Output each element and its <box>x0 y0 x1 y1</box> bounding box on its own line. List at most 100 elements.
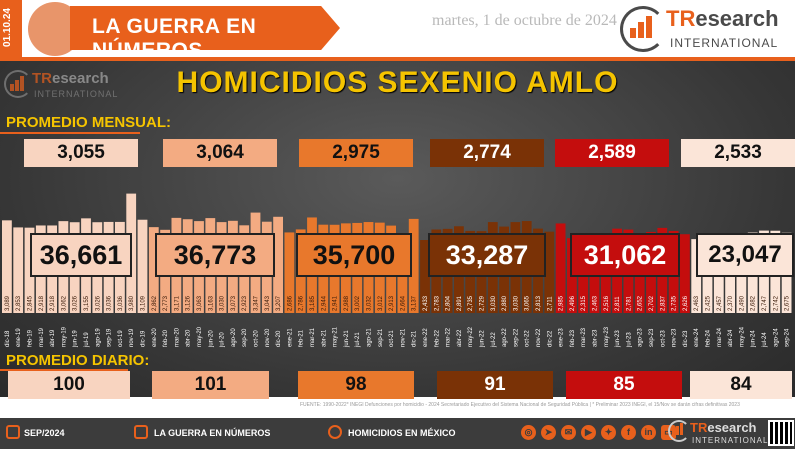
category-label-jun-21: jun-21 <box>344 330 350 348</box>
bar-value-may-24: 2,490 <box>739 295 745 311</box>
bar-value-jun-21: 2,988 <box>344 295 350 311</box>
category-label-oct-21: oct-21 <box>389 330 395 347</box>
category-label-may-20: may-20 <box>197 326 203 347</box>
bar-value-may-20: 3,063 <box>197 295 203 311</box>
bar-value-mar-23: 2,315 <box>581 295 587 311</box>
chat-icon <box>328 425 342 439</box>
bar-value-sep-24: 2,675 <box>785 295 791 311</box>
bar-value-ene-24: 2,463 <box>694 295 700 311</box>
bar-value-mar-22: 2,804 <box>446 295 452 311</box>
twitter-icon[interactable]: ✦ <box>601 425 616 440</box>
footer-topic: HOMICIDIOS EN MÉXICO <box>348 428 456 438</box>
bar-dic-18 <box>2 220 12 313</box>
category-label-jun-24: jun-24 <box>751 330 757 348</box>
map-icon <box>134 425 148 439</box>
logo-tr: TR <box>666 6 696 31</box>
source-note: FUENTE: 1990-2022* INEGI Defunciones por… <box>300 402 740 408</box>
mail-icon[interactable]: ✉ <box>561 425 576 440</box>
bar-value-ene-20: 2,862 <box>152 295 158 311</box>
category-label-jul-21: jul-21 <box>355 332 361 348</box>
monthly-homicides-chart: 3,089 dic-18 2,853 ene-19 2,845 feb-19 2,918 ma… <box>2 193 792 348</box>
bar-value-feb-24: 2,425 <box>706 295 712 311</box>
category-label-may-19: may-19 <box>61 326 67 347</box>
footer-logo: TResearch INTERNATIONAL <box>668 420 767 448</box>
category-label-feb-22: feb-22 <box>434 329 440 347</box>
header: 01.10.24 LA GUERRA EN NÚMEROS martes, 1 … <box>0 0 795 60</box>
daily-avg-2021: 98 <box>298 371 414 399</box>
bar-value-abr-21: 2,944 <box>321 295 327 311</box>
category-label-ene-24: ene-24 <box>694 328 700 347</box>
tresearch-logo: TResearch INTERNATIONAL <box>620 6 790 56</box>
category-label-abr-21: abr-21 <box>321 329 327 347</box>
daily-avg-2023: 85 <box>566 371 682 399</box>
bar-value-nov-19: 3,980 <box>129 295 135 311</box>
bar-value-ene-23: 2,985 <box>559 295 565 311</box>
footer-logo-research: esearch <box>707 420 757 435</box>
bar-value-ene-22: 2,433 <box>423 295 429 311</box>
category-label-feb-19: feb-19 <box>28 329 34 347</box>
youtube-icon[interactable]: ▶ <box>581 425 596 440</box>
bar-value-ago-24: 2,742 <box>773 295 779 311</box>
bar-value-nov-20: 3,043 <box>265 295 271 311</box>
category-label-abr-20: abr-20 <box>186 329 192 347</box>
bar-value-dic-22: 2,711 <box>547 296 553 311</box>
bar-value-jul-19: 3,155 <box>84 295 90 311</box>
qr-code[interactable] <box>768 420 794 446</box>
bar-value-feb-23: 2,496 <box>570 295 576 311</box>
category-label-nov-19: nov-19 <box>129 328 135 347</box>
globe-icon[interactable]: ◎ <box>521 425 536 440</box>
category-label-sep-23: sep-23 <box>649 328 655 347</box>
monthly-avg-2022: 2,774 <box>430 139 544 167</box>
bar-value-ene-19: 2,853 <box>16 295 22 311</box>
bar-value-jul-22: 3,030 <box>491 295 497 311</box>
bar-value-dic-21: 3,137 <box>412 295 418 311</box>
category-label-dic-23: dic-23 <box>683 330 689 347</box>
linkedin-icon[interactable]: in <box>641 425 656 440</box>
bar-ene-22 <box>420 240 430 313</box>
annual-total-2019: 36,661 <box>30 233 132 277</box>
bar-value-feb-22: 2,783 <box>434 295 440 311</box>
bar-feb-19 <box>24 227 35 313</box>
bar-value-jun-19: 3,026 <box>73 295 79 311</box>
bar-value-feb-20: 2,773 <box>163 295 169 311</box>
category-label-sep-19: sep-19 <box>107 328 113 347</box>
category-label-dic-21: dic-21 <box>412 330 418 347</box>
bar-value-abr-20: 3,126 <box>186 295 192 311</box>
bar-value-oct-20: 3,347 <box>254 295 260 311</box>
bar-value-jun-20: 3,163 <box>208 295 214 311</box>
bar-value-dic-18: 3,089 <box>5 295 11 311</box>
category-label-abr-23: abr-23 <box>593 329 599 347</box>
category-label-dic-22: dic-22 <box>547 330 553 347</box>
bar-value-feb-21: 2,786 <box>299 295 305 311</box>
bar-value-abr-19: 2,918 <box>50 295 56 311</box>
bar-value-mar-19: 2,918 <box>39 295 45 311</box>
bar-value-sep-21: 3,012 <box>378 295 384 311</box>
annual-total-2022: 33,287 <box>428 233 546 277</box>
daily-avg-2022: 91 <box>437 371 553 399</box>
telegram-icon[interactable]: ➤ <box>541 425 556 440</box>
side-date: 01.10.24 <box>1 8 13 47</box>
bar-value-sep-23: 2,702 <box>649 295 655 311</box>
category-label-mar-20: mar-20 <box>174 327 180 347</box>
bar-value-nov-21: 2,664 <box>400 295 406 311</box>
bar-value-nov-23: 2,735 <box>672 295 678 311</box>
bar-ene-20 <box>148 227 159 313</box>
category-label-ago-24: ago-24 <box>773 328 779 347</box>
annual-total-2023: 31,062 <box>570 233 680 277</box>
bar-value-oct-23: 2,837 <box>660 295 666 311</box>
header-title-band: LA GUERRA EN NÚMEROS <box>70 6 340 50</box>
category-label-sep-24: sep-24 <box>785 328 791 347</box>
bar-value-ago-21: 3,032 <box>367 295 373 311</box>
bar-dic-20 <box>273 216 283 313</box>
bar-value-sep-22: 3,030 <box>513 295 519 311</box>
logo-international: INTERNATIONAL <box>670 36 779 50</box>
panel-logo-research: esearch <box>52 70 109 87</box>
bar-value-oct-21: 2,913 <box>389 295 395 311</box>
panel-logo-international: INTERNATIONAL <box>34 89 119 99</box>
annual-total-2024: 23,047 <box>696 233 794 277</box>
category-label-abr-19: abr-19 <box>50 329 56 347</box>
footer-logo-ring-icon <box>668 420 690 442</box>
bar-value-jun-24: 2,682 <box>751 295 757 311</box>
category-label-abr-24: abr-24 <box>728 329 734 347</box>
facebook-icon[interactable]: f <box>621 425 636 440</box>
